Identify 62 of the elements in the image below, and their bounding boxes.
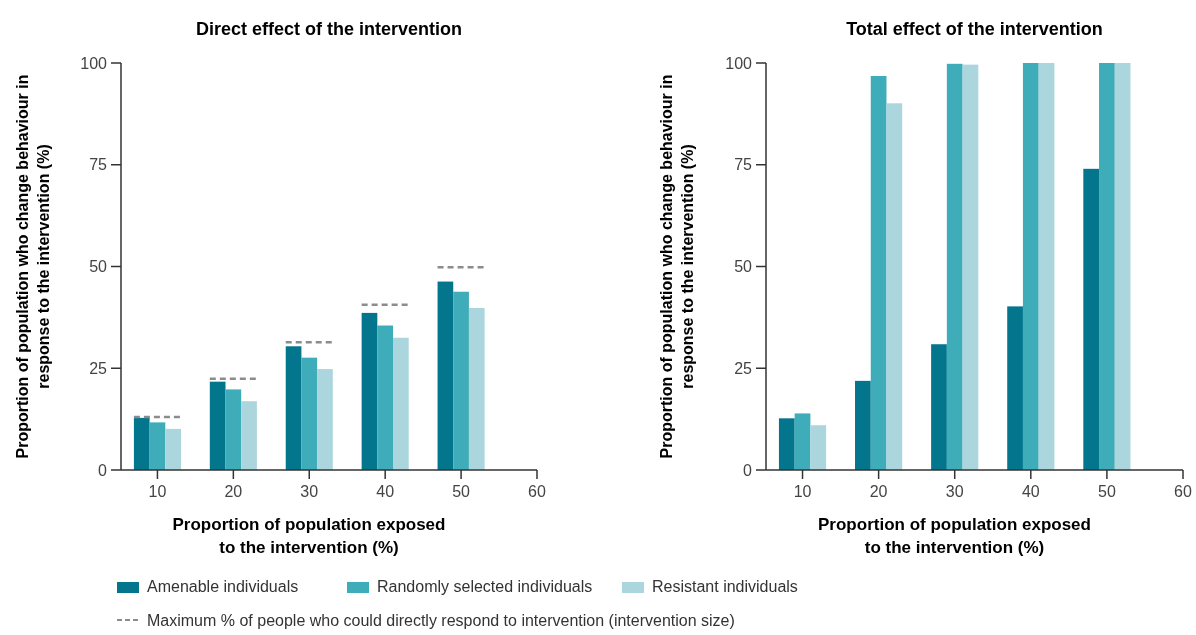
bar [794, 413, 811, 470]
y-tick-label: 0 [743, 461, 753, 479]
y-tick-label: 25 [89, 359, 108, 377]
x-axis-title: Proportion of population exposed to the intervention (%) [818, 515, 1091, 557]
bar [855, 380, 871, 470]
bar [209, 381, 226, 470]
bar [377, 325, 394, 470]
x-tick-label: 50 [1098, 483, 1116, 500]
bar [165, 428, 181, 470]
bar [1007, 306, 1023, 470]
bar [810, 425, 827, 470]
bar [870, 76, 887, 470]
legend-label: Amenable individuals [147, 578, 299, 595]
bar [393, 337, 409, 470]
y-tick-label: 50 [734, 258, 753, 276]
x-tick-label: 40 [1021, 483, 1040, 500]
x-tick-label: 60 [1174, 483, 1192, 500]
x-tick-label: 10 [793, 483, 812, 500]
y-tick-label: 100 [725, 54, 753, 72]
x-tick-label: 20 [224, 483, 243, 500]
bar [225, 389, 242, 470]
bar [1099, 63, 1115, 470]
x-tick-label: 40 [376, 483, 395, 500]
chart-title: Direct effect of the intervention [195, 19, 463, 39]
bar [1083, 168, 1100, 470]
x-tick-label: 50 [452, 483, 471, 500]
bar [931, 344, 947, 470]
bar [886, 103, 903, 470]
bar [317, 369, 333, 470]
bar [778, 418, 795, 470]
bar [285, 346, 302, 470]
bar [301, 357, 318, 470]
bar [437, 281, 454, 470]
bar [133, 417, 150, 470]
bar [946, 63, 963, 470]
bar [1114, 63, 1131, 470]
y-axis-title: Proportion of population who change behaviour in response to the intervention (%) [14, 74, 52, 459]
bar [962, 64, 979, 470]
x-tick-label: 30 [300, 483, 319, 500]
chart-title: Total effect of the intervention [846, 19, 1103, 39]
x-axis-title: Proportion of population exposed to the intervention (%) [172, 515, 446, 557]
x-tick-label: 30 [945, 483, 964, 500]
legend-label: Maximum % of people who could directly respond to intervention (intervention size) [147, 612, 735, 629]
legend-label: Randomly selected individuals [377, 578, 593, 595]
y-tick-label: 50 [89, 258, 108, 276]
x-tick-label: 60 [528, 483, 546, 500]
bar [149, 422, 166, 470]
y-tick-label: 0 [98, 461, 108, 479]
bar [468, 308, 485, 470]
y-tick-label: 75 [89, 156, 108, 174]
y-tick-label: 100 [80, 54, 108, 72]
bar [1038, 63, 1055, 470]
x-tick-label: 20 [869, 483, 888, 500]
bar [241, 401, 257, 470]
y-tick-label: 25 [734, 359, 753, 377]
bar [453, 291, 469, 470]
x-tick-label: 10 [148, 483, 167, 500]
bar [1022, 63, 1039, 470]
legend-label: Resistant individuals [652, 578, 798, 595]
bar [361, 312, 378, 470]
y-axis-title: Proportion of population who change behaviour in response to the intervention (%) [658, 74, 696, 459]
y-tick-label: 75 [734, 156, 753, 174]
